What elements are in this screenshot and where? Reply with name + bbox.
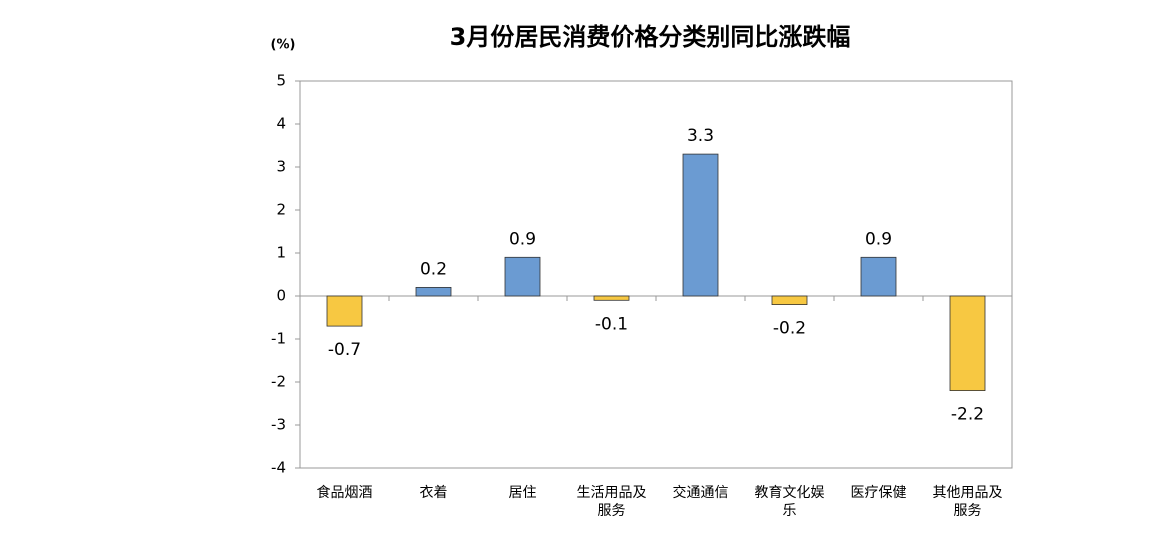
value-label: 3.3 — [687, 126, 714, 146]
y-tick-label: -3 — [271, 416, 286, 434]
value-label: -2.2 — [951, 405, 984, 425]
bar — [593, 295, 630, 301]
value-label: -0.1 — [595, 314, 628, 334]
y-tick-label: -2 — [271, 373, 286, 391]
y-axis-label: (%) — [271, 38, 296, 53]
value-label: 0.9 — [865, 229, 892, 249]
value-label: 0.9 — [509, 229, 536, 249]
y-tick-label: 2 — [276, 201, 286, 219]
value-label: 0.2 — [420, 259, 447, 279]
x-tick-label: 其他用品及服务 — [932, 485, 1003, 519]
x-tick-label: 交通通信 — [672, 485, 729, 501]
y-tick-label: 4 — [276, 115, 286, 133]
x-tick-label: 食品烟酒 — [316, 485, 373, 501]
bar — [504, 256, 541, 297]
bar — [682, 153, 719, 297]
y-tick-label: 0 — [276, 287, 286, 305]
x-tick-label: 居住 — [508, 485, 537, 501]
chart-title: 3月份居民消费价格分类别同比涨跌幅 — [450, 23, 851, 51]
x-tick-label: 教育文化娱乐 — [754, 485, 825, 519]
value-label: -0.7 — [328, 340, 361, 360]
bar — [415, 286, 452, 297]
y-tick-label: 1 — [276, 244, 286, 262]
bar — [326, 295, 363, 327]
y-tick-label: 3 — [276, 158, 286, 176]
x-tick-label: 生活用品及服务 — [576, 485, 647, 519]
bar — [771, 295, 808, 306]
y-tick-label: -4 — [271, 459, 286, 477]
y-tick-label: -1 — [271, 330, 286, 348]
y-tick-label: 5 — [276, 72, 286, 90]
bar — [949, 295, 986, 391]
plot-frame — [299, 80, 1013, 469]
x-tick-label: 医疗保健 — [850, 485, 907, 501]
value-label: -0.2 — [773, 319, 806, 339]
bar — [860, 256, 897, 297]
x-tick-label: 衣着 — [419, 485, 448, 501]
